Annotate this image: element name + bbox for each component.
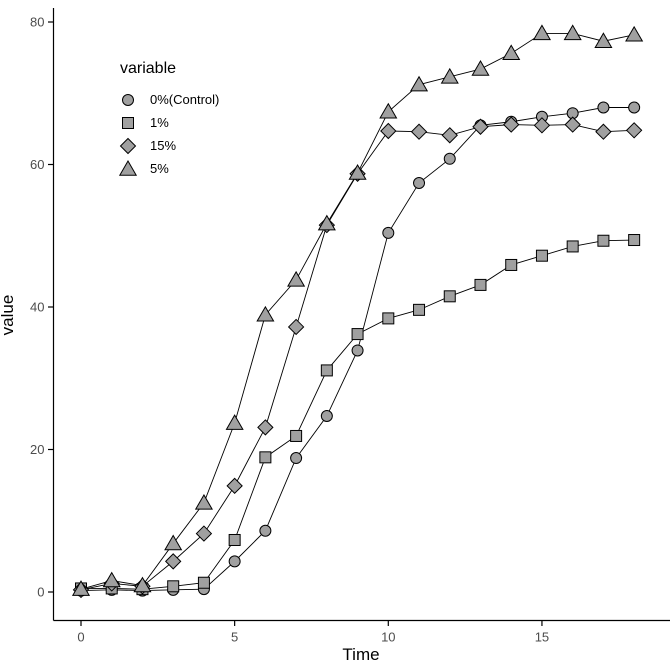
data-point-triangle [502, 44, 521, 61]
data-point-triangle [594, 32, 613, 48]
triangle-legend-key-icon [118, 159, 138, 176]
data-point-diamond [195, 525, 213, 542]
data-point-circle [351, 344, 364, 357]
data-point-diamond [503, 116, 520, 133]
data-point-triangle [164, 534, 183, 551]
data-point-square [597, 234, 610, 247]
data-point-triangle [532, 24, 552, 41]
data-point-diamond [472, 118, 489, 135]
data-point-diamond [257, 419, 274, 436]
data-point-triangle [287, 270, 306, 287]
legend-item-15-: 15% [112, 134, 219, 157]
data-point-square [351, 328, 364, 341]
legend-label: 0%(Control) [150, 92, 220, 107]
legend-item-5-: 5% [112, 157, 219, 180]
data-point-square [197, 576, 210, 589]
data-point-square [382, 312, 395, 325]
legend-label: 15% [150, 138, 177, 153]
data-point-diamond [380, 122, 397, 140]
data-point-square [259, 451, 272, 464]
data-point-triangle [102, 571, 121, 588]
data-point-triangle [317, 214, 336, 231]
data-point-circle [597, 101, 610, 114]
data-point-circle [320, 410, 333, 423]
circle-legend-key-icon [122, 93, 134, 106]
x-tick-label: 10 [381, 630, 395, 645]
data-point-triangle [71, 580, 91, 596]
y-axis-title: value [0, 294, 17, 336]
data-point-circle [443, 152, 456, 165]
data-point-triangle [409, 75, 429, 92]
data-point-diamond [564, 116, 581, 133]
data-point-square [535, 249, 548, 262]
legend-label: 5% [150, 161, 169, 176]
data-point-triangle [133, 576, 152, 593]
legend-title: variable [120, 60, 177, 77]
data-point-square [167, 580, 180, 593]
y-tick-label: 40 [30, 300, 44, 315]
data-point-circle [290, 452, 303, 465]
data-point-triangle [625, 25, 644, 42]
x-tick-label: 15 [535, 630, 549, 645]
data-point-circle [628, 101, 641, 114]
y-tick-label: 80 [30, 15, 44, 30]
data-point-circle [259, 524, 272, 537]
data-point-square [628, 234, 641, 247]
legend: variable 0%(Control) 1% 15% 5% [112, 60, 219, 180]
legend-item-0-control-: 0%(Control) [112, 88, 219, 111]
data-point-diamond [441, 127, 458, 144]
data-point-triangle [348, 164, 367, 180]
x-tick-label: 5 [231, 630, 238, 645]
data-point-triangle [379, 102, 398, 119]
y-tick-label: 60 [30, 157, 44, 172]
data-point-square [290, 429, 303, 442]
data-point-square [505, 258, 518, 271]
square-legend-key-icon [122, 116, 134, 129]
data-point-triangle [563, 24, 582, 41]
data-point-square [320, 364, 333, 377]
data-point-diamond [226, 477, 243, 495]
data-point-diamond [164, 553, 182, 570]
series-line-diamond [80, 124, 635, 591]
data-point-triangle [471, 60, 490, 76]
data-point-square [413, 303, 426, 316]
data-point-square [566, 240, 579, 253]
data-point-triangle [256, 305, 275, 322]
data-point-triangle [194, 493, 213, 510]
data-point-diamond [625, 122, 643, 139]
x-axis-title: Time [342, 645, 380, 664]
data-point-circle [382, 226, 395, 239]
data-point-diamond [595, 123, 612, 140]
data-point-triangle [225, 414, 244, 430]
data-point-circle [228, 555, 241, 568]
data-point-triangle [440, 67, 459, 84]
data-point-square [474, 278, 487, 291]
diamond-legend-key-icon [119, 137, 137, 154]
data-point-diamond [287, 318, 305, 336]
legend-label: 1% [150, 115, 169, 130]
data-point-diamond [533, 117, 551, 134]
data-point-circle [413, 177, 426, 190]
data-point-square [228, 533, 241, 546]
data-point-diamond [410, 123, 428, 140]
y-tick-label: 20 [30, 442, 44, 457]
series-line-square [81, 239, 635, 590]
data-point-square [443, 290, 456, 303]
x-tick-label: 0 [77, 630, 84, 645]
legend-item-1-: 1% [112, 111, 219, 134]
legend-items: 0%(Control) 1% 15% 5% [112, 88, 219, 180]
y-tick-label: 0 [37, 585, 44, 600]
